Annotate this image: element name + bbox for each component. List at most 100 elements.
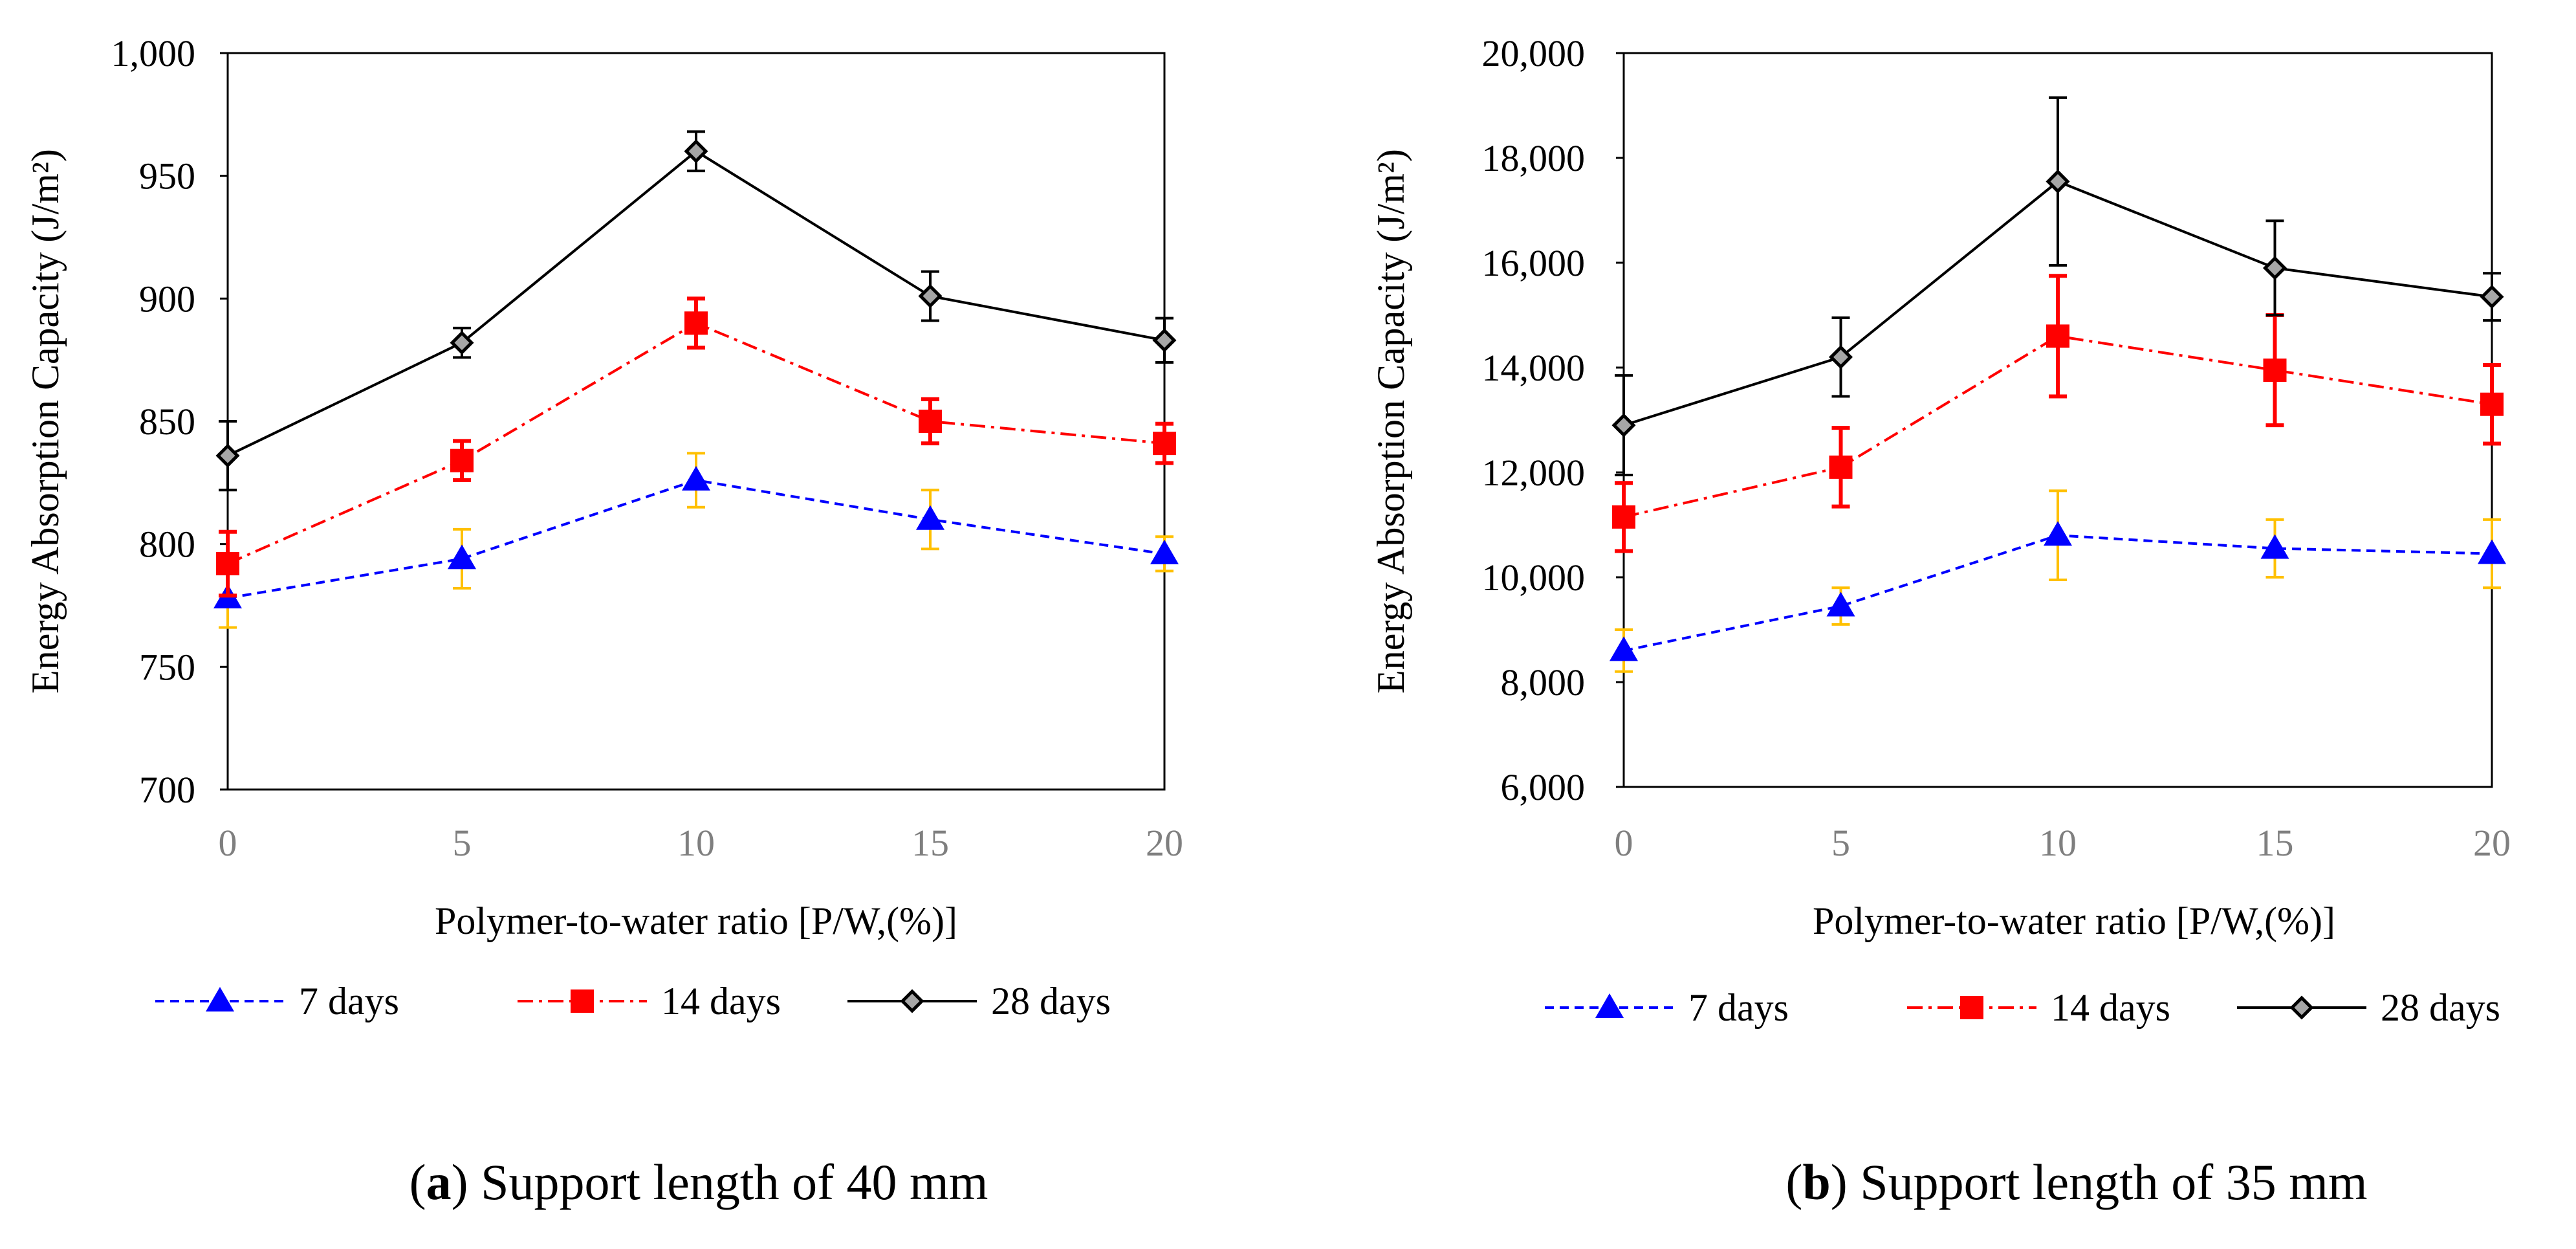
data-point (1152, 328, 1177, 353)
data-point (450, 331, 474, 355)
caption-text-b: Support length of 35 mm (1860, 1154, 2367, 1210)
legend-label: 14 days (661, 980, 781, 1022)
x-tick-label: 15 (2256, 822, 2294, 864)
legend-item: 14 days (518, 980, 781, 1022)
data-point (2263, 359, 2287, 382)
y-axis-ticks-b: 6,000 8,000 10,000 12,000 14,000 16,000 18,000… (1482, 32, 1624, 808)
y-tick-label: 16,000 (1482, 242, 1586, 284)
legend-label: 7 days (299, 980, 399, 1022)
data-point (2478, 539, 2506, 564)
series-group-a (213, 130, 1179, 629)
x-axis-label-b: Polymer-to-water ratio [P/W,(%)] (1813, 900, 2335, 942)
x-tick-label: 15 (911, 822, 949, 864)
x-axis-label-a: Polymer-to-water ratio [P/W,(%)] (435, 900, 957, 942)
series-14-days (1612, 274, 2504, 553)
legend-label: 14 days (2051, 986, 2170, 1029)
x-tick-label: 10 (677, 822, 715, 864)
series-line (1623, 335, 2493, 518)
data-point (1612, 505, 1635, 529)
legend-item: 7 days (155, 980, 399, 1022)
x-tick-label: 5 (453, 822, 472, 864)
legend-marker (900, 989, 924, 1013)
data-point (918, 284, 943, 309)
x-tick-label: 20 (1146, 822, 1183, 864)
data-point (684, 139, 708, 164)
y-tick-label: 900 (139, 278, 195, 320)
y-tick-label: 800 (139, 524, 195, 566)
legend-marker (206, 987, 234, 1011)
legend-label: 28 days (2381, 986, 2500, 1029)
legend-label: 7 days (1688, 986, 1789, 1029)
data-point (1829, 455, 1853, 479)
series-28-days (215, 130, 1177, 492)
caption-a: (a) Support length of 40 mm (409, 1154, 988, 1210)
series-7-days (1610, 489, 2506, 673)
data-point (1153, 432, 1176, 456)
y-tick-label: 700 (139, 769, 195, 811)
x-axis-ticks-b: 0 5 10 15 20 (1615, 822, 2511, 864)
data-point (448, 544, 476, 569)
legend-marker (2289, 995, 2314, 1020)
data-point (2044, 521, 2072, 546)
y-tick-label: 18,000 (1482, 137, 1586, 179)
legend-item: 14 days (1907, 986, 2170, 1029)
data-point (216, 552, 239, 576)
y-tick-label: 20,000 (1482, 32, 1586, 74)
y-tick-label: 1,000 (111, 32, 196, 74)
data-point (1826, 591, 1855, 617)
legend-item: 7 days (1545, 986, 1789, 1029)
data-point (1828, 345, 1853, 370)
legend-marker (571, 989, 594, 1013)
caption-text-a: Support length of 40 mm (481, 1154, 988, 1210)
y-tick-label: 8,000 (1501, 661, 1586, 703)
x-tick-label: 10 (2039, 822, 2077, 864)
caption-b: (b) Support length of 35 mm (1785, 1154, 2367, 1210)
caption-label-a: a (426, 1154, 452, 1210)
y-axis-label-b: Energy Absorption Capacity (J/m²) (1370, 149, 1412, 694)
data-point (2480, 392, 2504, 416)
series-group-b (1610, 96, 2506, 673)
data-point (1610, 636, 1638, 661)
data-point (1150, 539, 1179, 564)
legend-marker (1595, 993, 1624, 1018)
x-axis-ticks-a: 0 5 10 15 20 (219, 822, 1184, 864)
data-point (2262, 256, 2287, 280)
y-tick-label: 950 (139, 155, 195, 197)
data-point (2046, 169, 2070, 193)
data-point (682, 466, 710, 491)
legend-a: 7 days 14 days 28 days (155, 980, 1111, 1022)
data-point (684, 311, 708, 335)
legend-marker (1960, 996, 1983, 1019)
series-14-days (216, 296, 1176, 598)
x-tick-label: 0 (219, 822, 237, 864)
legend-b: 7 days 14 days 28 days (1545, 986, 2500, 1029)
y-tick-label: 6,000 (1501, 766, 1586, 808)
legend-item: 28 days (2237, 986, 2500, 1029)
y-tick-label: 850 (139, 401, 195, 443)
series-28-days (1611, 96, 2504, 477)
y-tick-label: 14,000 (1482, 347, 1586, 389)
chart-panel-b: 6,000 8,000 10,000 12,000 14,000 16,000 18,000… (1370, 32, 2511, 1210)
caption-label-b: b (1802, 1154, 1830, 1210)
legend-label: 28 days (991, 980, 1111, 1022)
data-point (2046, 324, 2069, 348)
y-tick-label: 12,000 (1482, 452, 1586, 494)
data-point (215, 443, 240, 468)
chart-panel-a: 700 750 800 850 900 950 1,000 0 5 10 15 20 Polymer… (24, 32, 1183, 1210)
y-axis-label-a: Energy Absorption Capacity (J/m²) (24, 149, 67, 694)
y-axis-ticks-a: 700 750 800 850 900 950 1,000 (111, 32, 228, 811)
data-point (916, 505, 944, 530)
data-point (2480, 285, 2504, 309)
data-point (2260, 534, 2289, 559)
legend-item: 28 days (847, 980, 1111, 1022)
data-point (1611, 413, 1636, 437)
y-tick-label: 750 (139, 646, 195, 688)
data-point (450, 448, 474, 472)
x-tick-label: 5 (1831, 822, 1850, 864)
data-point (919, 410, 942, 433)
y-tick-label: 10,000 (1482, 557, 1586, 599)
x-tick-label: 0 (1615, 822, 1633, 864)
x-tick-label: 20 (2473, 822, 2511, 864)
